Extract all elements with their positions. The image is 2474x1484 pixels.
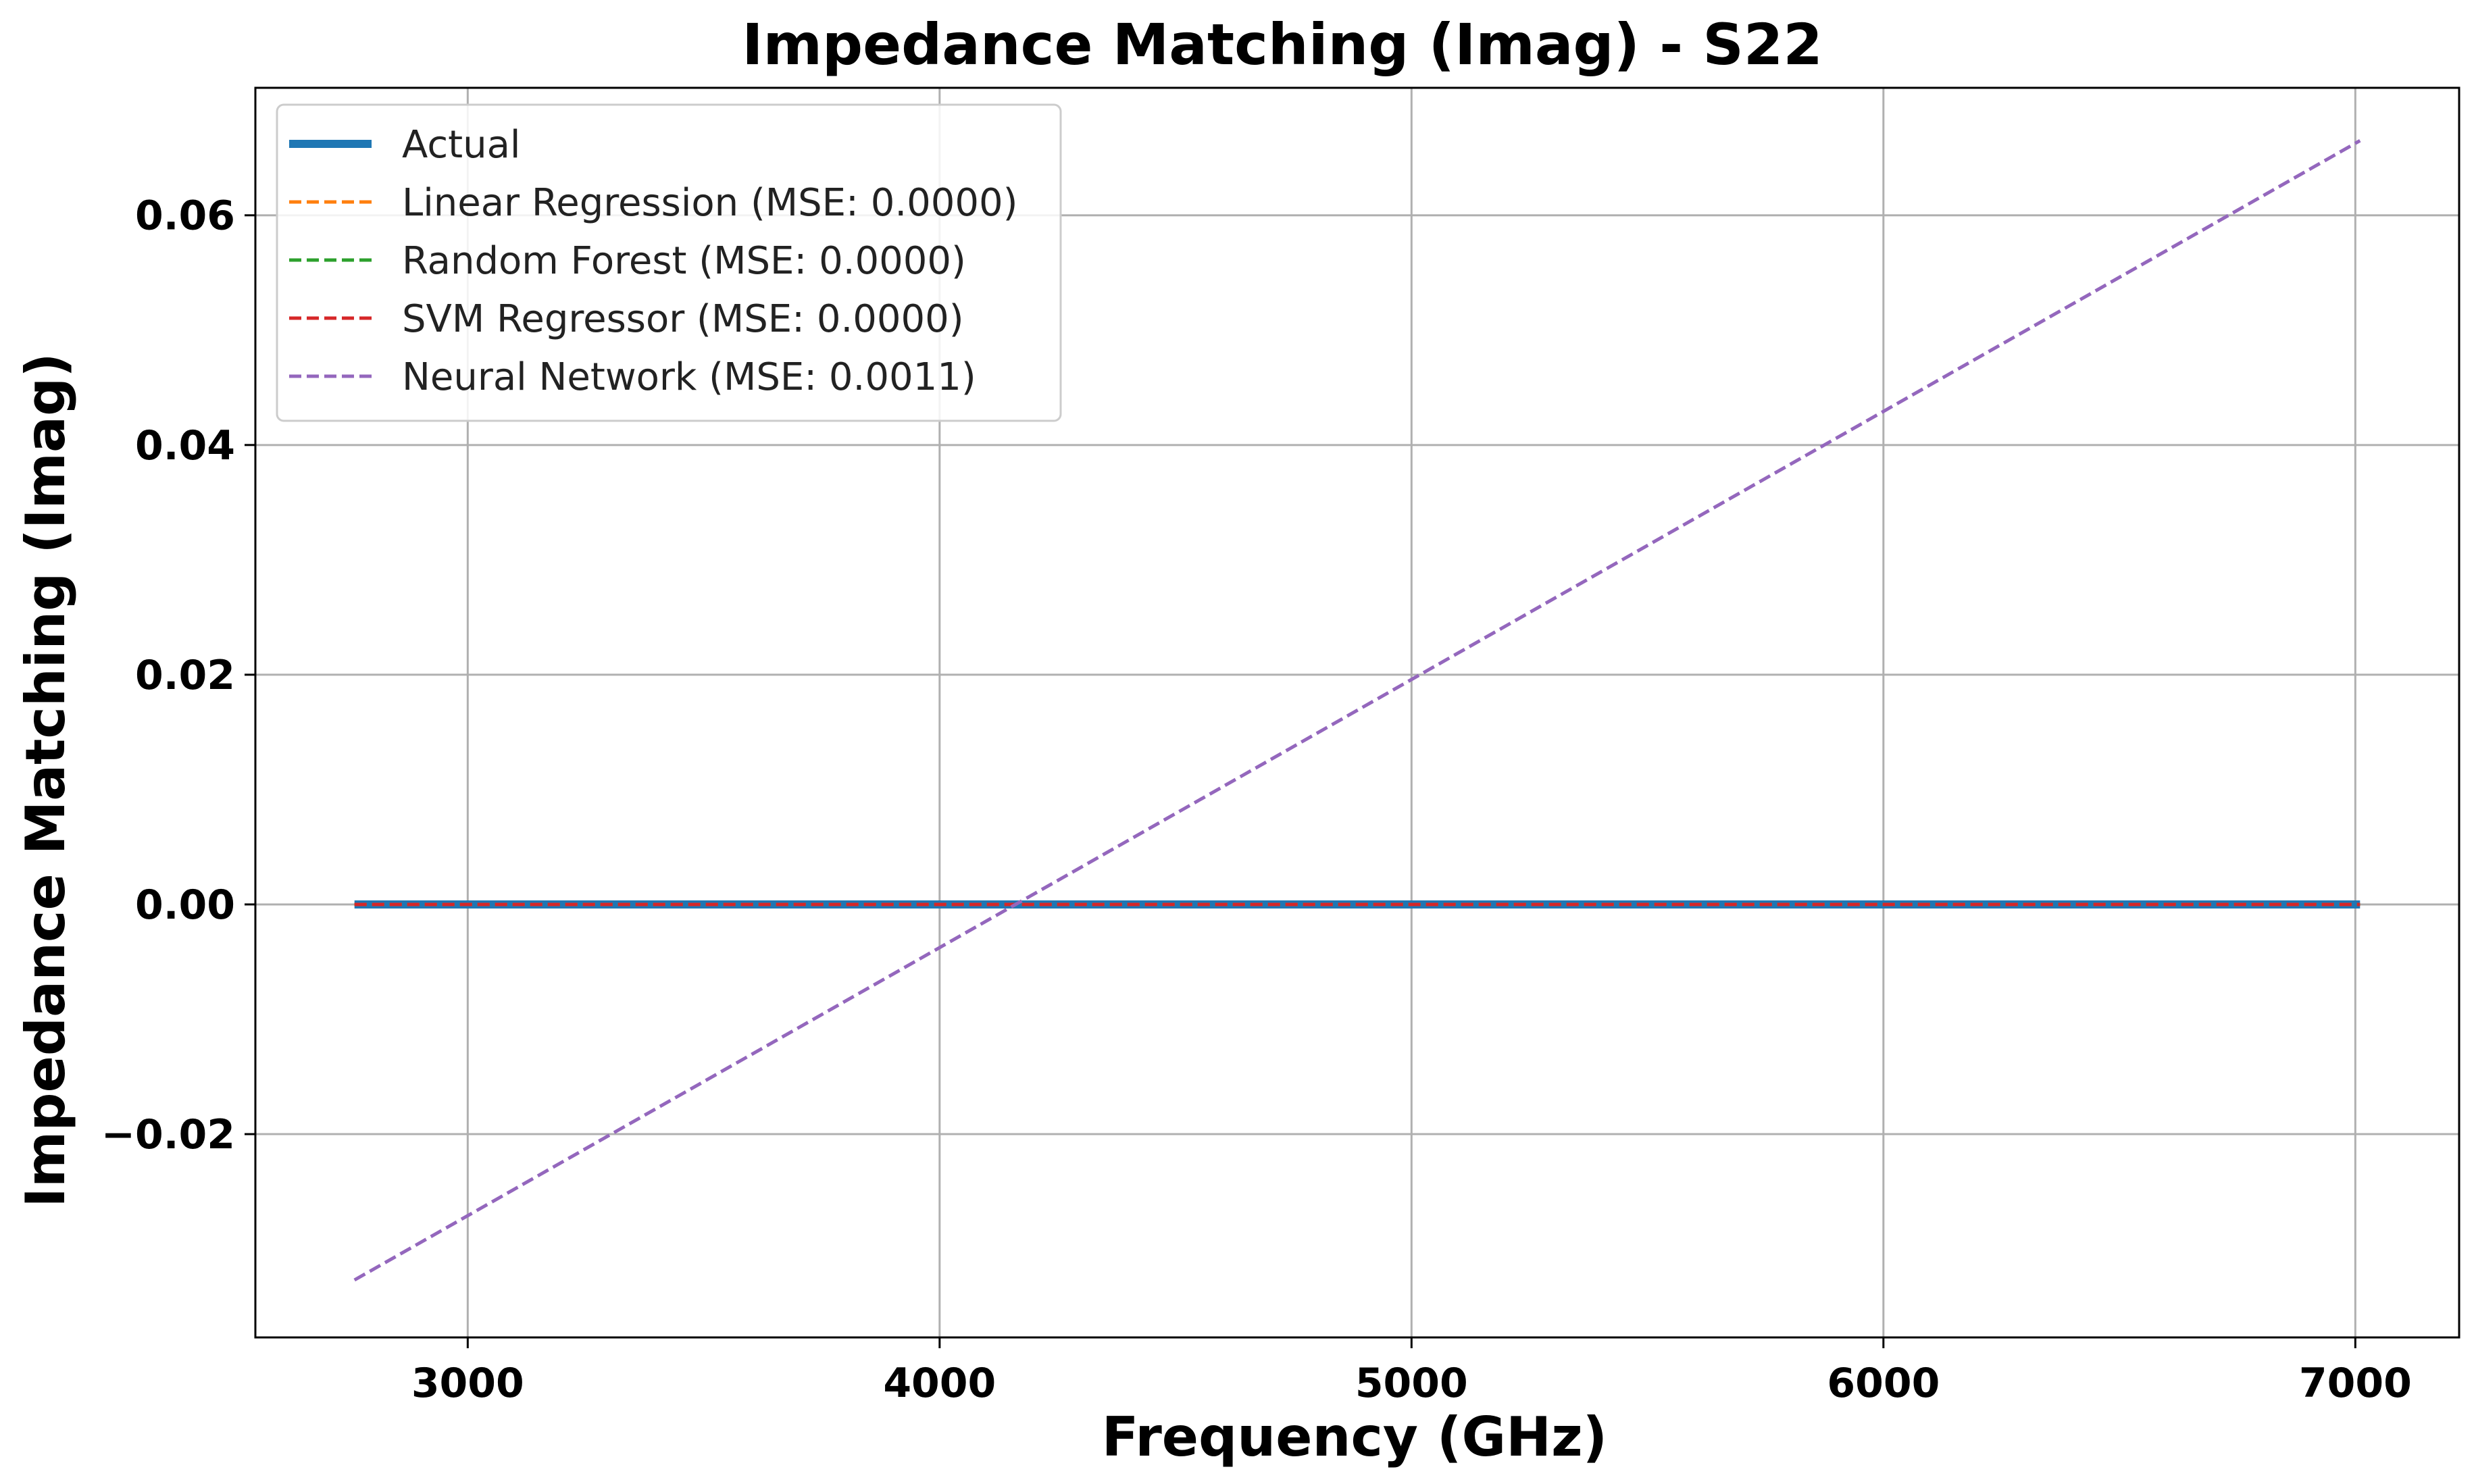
legend-label: Random Forest (MSE: 0.0000) <box>402 239 966 283</box>
legend-label: Actual <box>402 123 520 167</box>
legend: Actual Linear Regression (MSE: 0.0000) Ran… <box>276 103 1062 422</box>
x-tick-label: 3000 <box>411 1360 524 1407</box>
y-tick-label: 0.06 <box>135 193 235 240</box>
legend-label: SVM Regressor (MSE: 0.0000) <box>402 297 964 341</box>
y-axis-label: Impedance Matching (Imag) <box>14 353 77 1208</box>
y-tick-label: 0.04 <box>135 422 235 469</box>
x-tick-label: 5000 <box>1355 1360 1468 1407</box>
chart-title: Impedance Matching (Imag) - S22 <box>742 11 1823 78</box>
x-tick-label: 4000 <box>883 1360 996 1407</box>
plot-series <box>353 139 2361 1282</box>
x-axis-label: Frequency (GHz) <box>1102 1406 1607 1468</box>
x-tick-label: 6000 <box>1827 1360 1940 1407</box>
legend-label: Linear Regression (MSE: 0.0000) <box>402 181 1018 225</box>
plot-frame <box>254 86 2460 1339</box>
legend-label: Neural Network (MSE: 0.0011) <box>402 355 976 399</box>
legend-box <box>276 103 1062 422</box>
y-tick-label: −0.02 <box>101 1111 235 1158</box>
y-tick-label: 0.02 <box>135 652 235 699</box>
series-line-neural-network <box>353 139 2361 1282</box>
x-tick-label: 7000 <box>2299 1360 2412 1407</box>
y-tick-label: 0.00 <box>135 881 235 929</box>
axis-ticks: 3000 4000 5000 6000 7000 −0.02 0.00 0.02 0.04 0.0… <box>101 193 2412 1407</box>
